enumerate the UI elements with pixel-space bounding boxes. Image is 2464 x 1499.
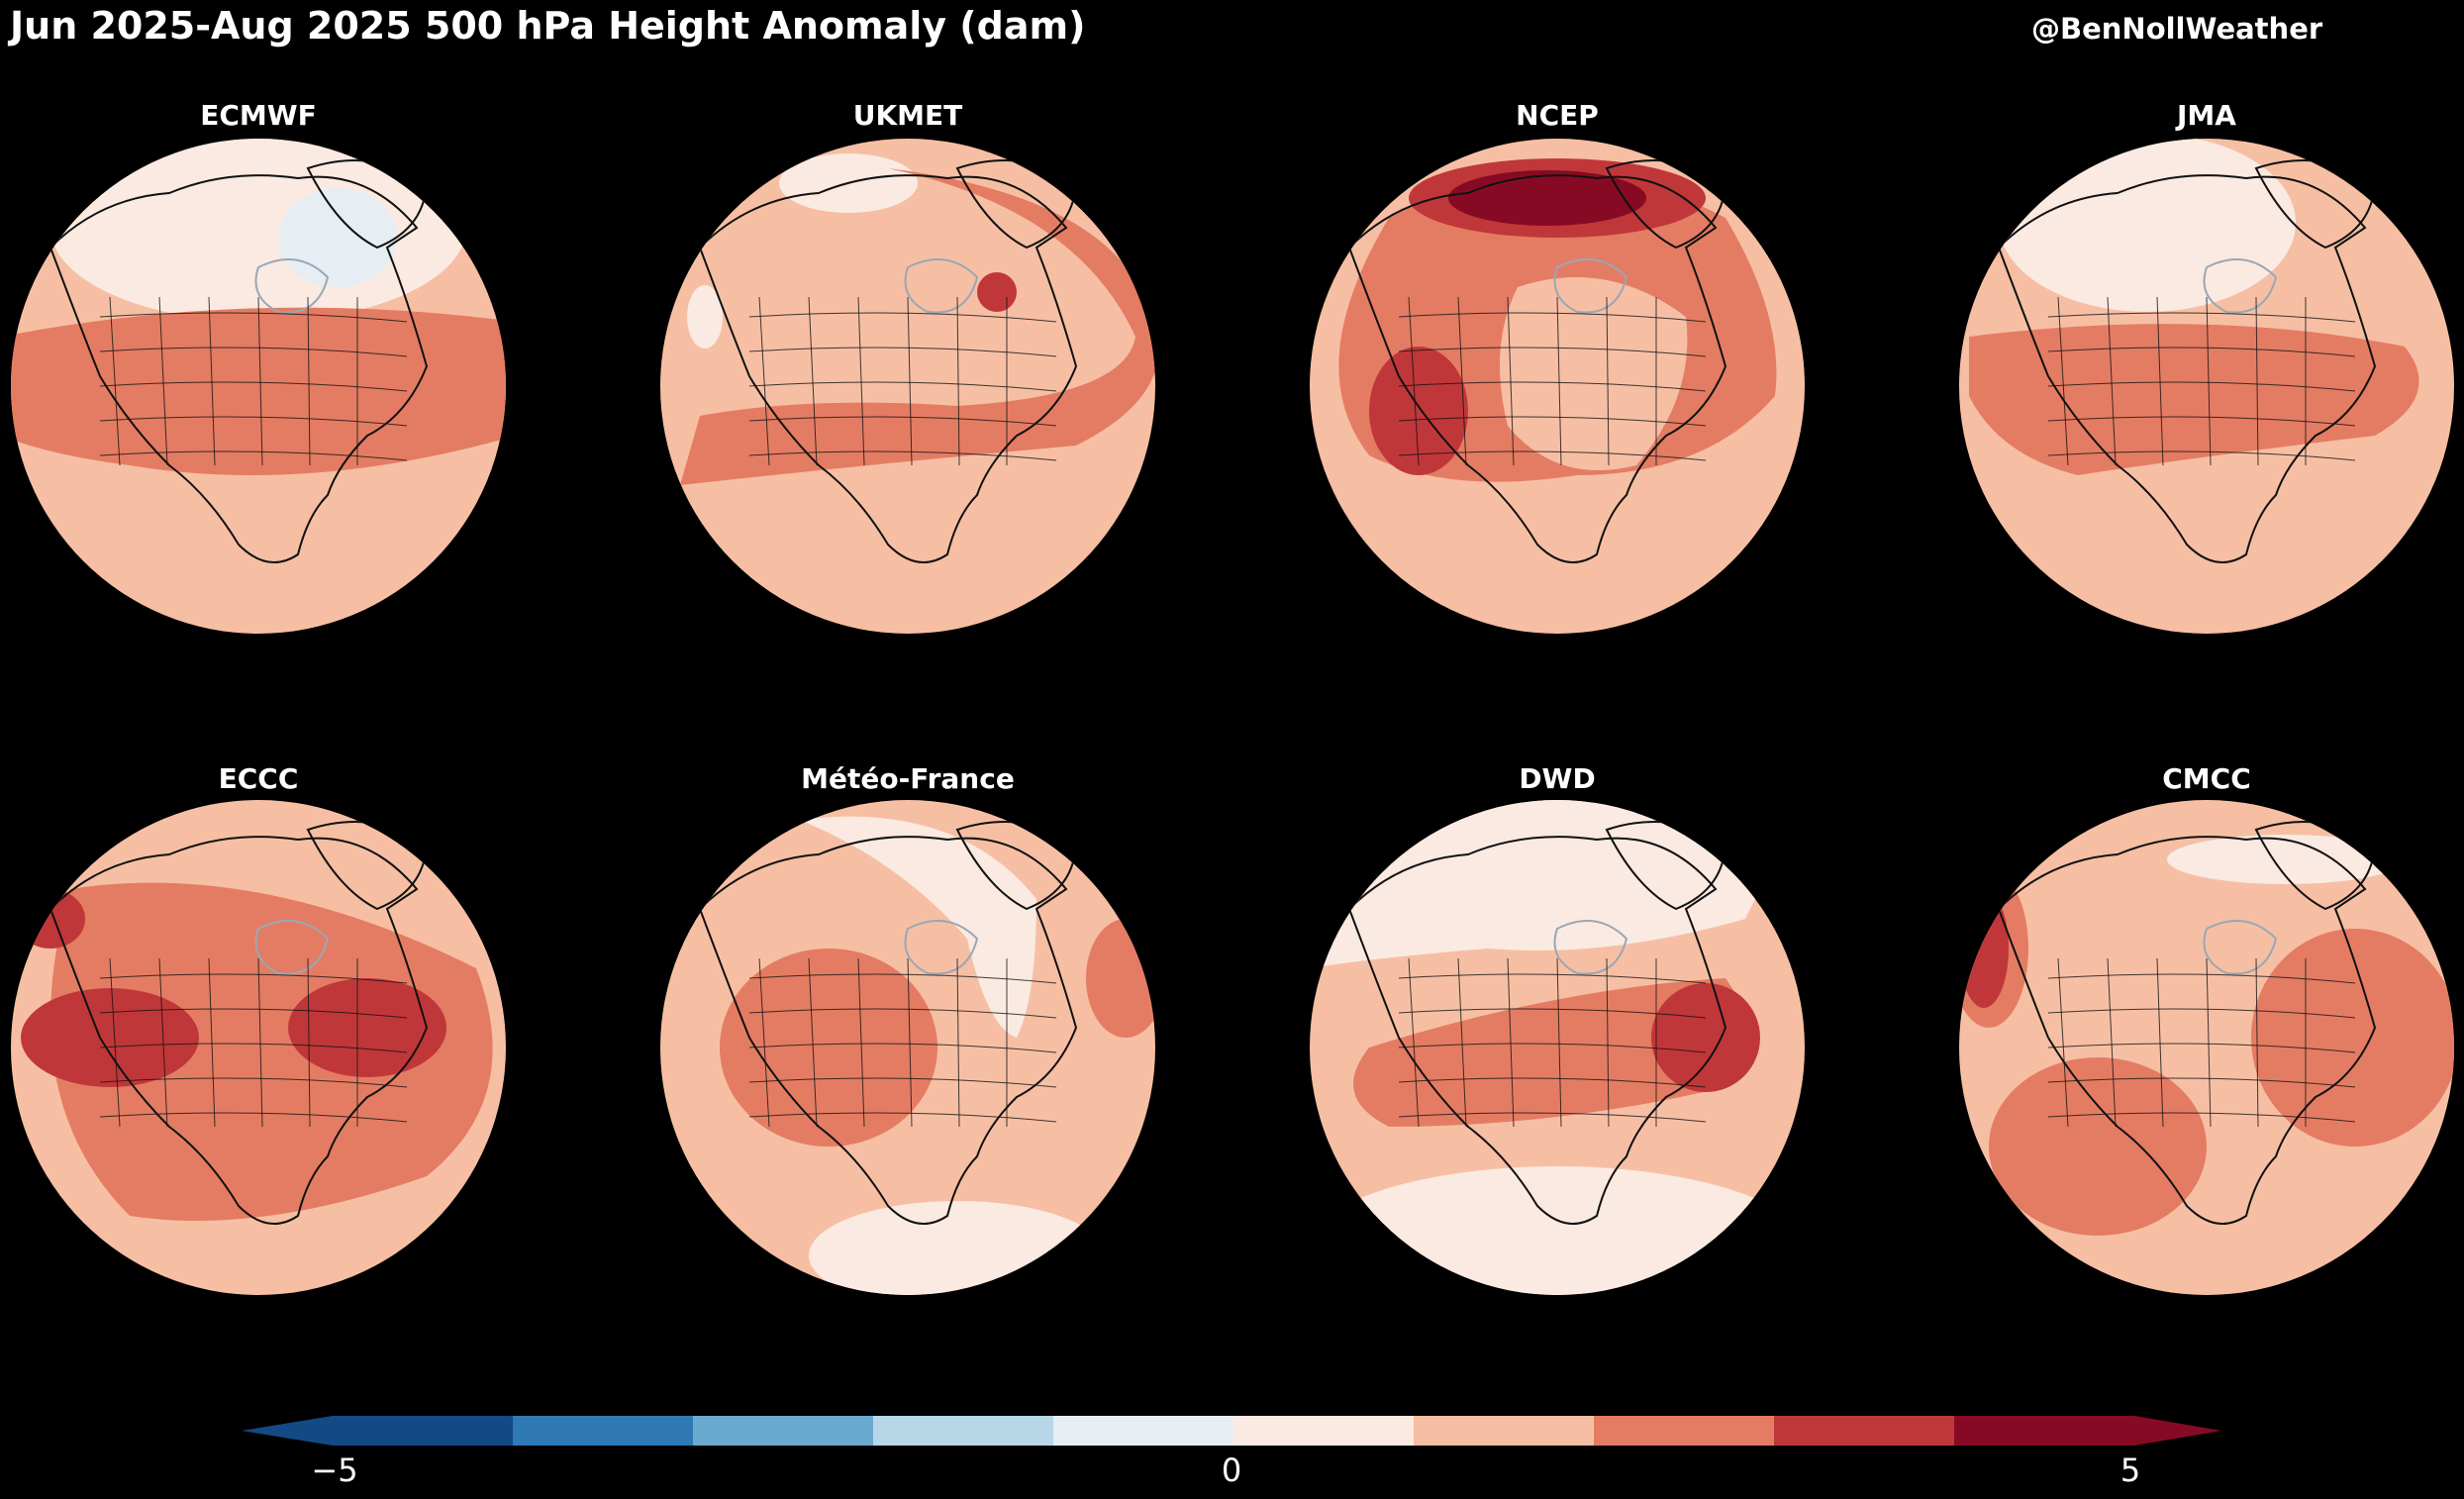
globe-ecmwf	[11, 139, 506, 634]
globe-eccc	[11, 800, 506, 1295]
colorbar-tick-zero: 0	[1221, 1451, 1242, 1489]
panel-label-eccc: ECCC	[218, 762, 299, 795]
panel-label-ukmet: UKMET	[852, 99, 963, 132]
globe-cmcc	[1959, 800, 2454, 1295]
colorbar-tick-min: −5	[311, 1451, 358, 1489]
panel-label-cmcc: CMCC	[2162, 762, 2251, 795]
panel-label-dwd: DWD	[1519, 762, 1596, 795]
colorbar-tick-max: 5	[2119, 1451, 2141, 1489]
globe-meteo-france	[660, 800, 1155, 1295]
panel-label-meteo-france: Météo-France	[801, 762, 1015, 795]
colorbar	[242, 1416, 2221, 1446]
globe-ukmet	[660, 139, 1155, 634]
panel-label-ncep: NCEP	[1516, 99, 1599, 132]
globe-jma	[1959, 139, 2454, 634]
globe-dwd	[1310, 800, 1805, 1295]
credit-handle: @BenNollWeather	[2031, 12, 2323, 46]
panel-label-ecmwf: ECMWF	[200, 99, 317, 132]
panel-label-jma: JMA	[2177, 99, 2236, 132]
map-title: Jun 2025-Aug 2025 500 hPa Height Anomaly…	[10, 4, 1086, 48]
globe-ncep	[1310, 139, 1805, 634]
